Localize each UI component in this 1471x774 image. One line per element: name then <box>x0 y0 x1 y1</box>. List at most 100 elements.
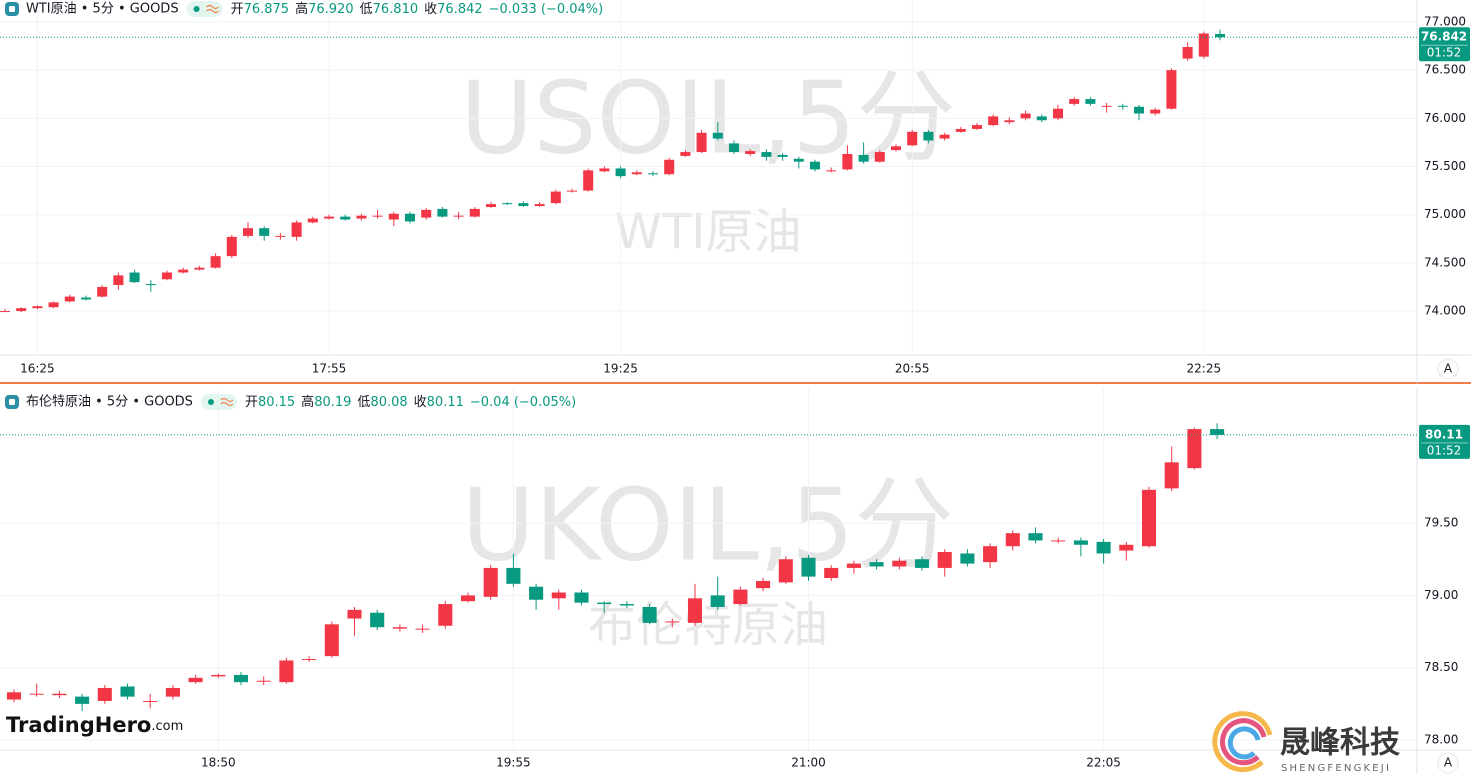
candle-body <box>874 152 885 162</box>
candle-body <box>210 256 221 268</box>
candle-body <box>161 272 173 280</box>
status-dot <box>193 6 200 12</box>
candle-body <box>211 674 226 677</box>
scale-button-label: A <box>1444 362 1453 376</box>
candle-body <box>1085 99 1096 104</box>
candle-body <box>0 311 11 313</box>
candle-body <box>619 604 634 606</box>
candle-body <box>599 168 610 172</box>
ohlc-legend: 开80.15 高80.19 低80.08 收80.11 −0.04 (−0.05%) <box>245 394 576 410</box>
candle-body <box>778 559 793 583</box>
candle-body <box>687 598 703 623</box>
candle-body <box>647 173 659 175</box>
candle-body <box>696 132 707 153</box>
candle-body <box>1052 108 1064 119</box>
candle-body <box>1182 47 1193 59</box>
ohlc-legend: 开76.875 高76.920 低76.810 收76.842 −0.033 (−0.0… <box>231 1 604 17</box>
logo-arc <box>1220 718 1267 766</box>
candle-body <box>1073 540 1088 545</box>
candle-body <box>710 595 725 607</box>
legend-label: 开 <box>245 395 258 410</box>
candle-body <box>777 154 788 157</box>
watermark-subtitle: WTI原油 <box>615 204 802 260</box>
candle-body <box>356 215 367 219</box>
y-tick-label: 76.000 <box>1424 111 1466 125</box>
status-wave <box>220 397 234 407</box>
candle-body <box>529 586 544 600</box>
x-tick-label: 22:25 <box>1187 362 1222 376</box>
candle-body <box>756 580 771 589</box>
scale-button[interactable] <box>1437 358 1459 380</box>
candle-body <box>75 696 90 704</box>
candle-body <box>404 213 416 222</box>
candle-body <box>80 297 92 300</box>
candle-body <box>826 170 837 172</box>
candle-body <box>809 161 821 170</box>
y-tick-label: 79.00 <box>1424 588 1458 602</box>
legend-value: 76.842 <box>437 2 483 17</box>
candle-body <box>453 215 464 217</box>
status-dot <box>207 399 214 405</box>
candle-body <box>988 116 999 126</box>
candle-body <box>259 228 270 236</box>
symbol-title: WTI原油 • 5分 • GOODS <box>26 2 179 17</box>
candle-body <box>842 153 853 170</box>
logo-arc <box>1227 726 1261 760</box>
candle-body <box>1150 109 1161 114</box>
candle-body <box>323 216 335 219</box>
x-tick-label: 16:25 <box>20 362 55 376</box>
candle-body <box>712 132 723 139</box>
candle-body <box>143 700 158 702</box>
y-tick-label: 75.500 <box>1424 159 1466 173</box>
candle-body <box>1164 462 1179 489</box>
candle-body <box>583 170 594 191</box>
candle-body <box>279 660 294 683</box>
candle-body <box>890 146 902 151</box>
y-tick-label: 74.500 <box>1424 255 1466 269</box>
price-badge-label: 80.11 <box>1425 427 1463 441</box>
candle-body <box>971 125 983 129</box>
candle-body <box>1069 99 1080 104</box>
candle-body <box>534 204 545 207</box>
candle-body <box>415 628 430 630</box>
legend-label: 低 <box>360 2 373 17</box>
scale-button[interactable] <box>1437 752 1459 774</box>
candle-body <box>680 152 691 156</box>
price-change: −0.033 (−0.04%) <box>489 2 604 17</box>
brand-name: TradingHero <box>6 713 151 737</box>
candle-body <box>566 190 578 192</box>
candle-body <box>32 306 43 309</box>
candle-body <box>728 143 740 153</box>
candle-body <box>597 602 612 605</box>
candle-body <box>1051 540 1066 542</box>
candle-body <box>194 267 205 270</box>
y-tick-label: 77.000 <box>1424 14 1466 28</box>
countdown: 01:52 <box>1427 443 1462 457</box>
candle-body <box>1036 116 1047 121</box>
legend-label: 开 <box>231 2 244 17</box>
candle-body <box>48 302 59 308</box>
scale-button-label: A <box>1444 756 1453 770</box>
status-wave <box>206 4 220 14</box>
candle-body <box>460 595 476 602</box>
price-change: −0.04 (−0.05%) <box>470 395 576 410</box>
symbol-icon-dot <box>9 6 15 12</box>
candle-body <box>960 553 975 564</box>
candle-body <box>52 693 67 696</box>
candle-body <box>1119 544 1134 551</box>
candle-body <box>129 272 140 283</box>
candle-body <box>485 204 497 207</box>
legend-label: 收 <box>424 2 437 17</box>
legend-label: 低 <box>357 395 370 410</box>
candle-body <box>1005 533 1020 547</box>
candle-body <box>642 606 657 623</box>
candle-body <box>324 624 339 657</box>
candle-body <box>1028 533 1043 541</box>
candle-body <box>178 269 189 273</box>
legend-value: 80.08 <box>370 395 407 410</box>
candle-body <box>824 567 839 579</box>
candle-body <box>858 154 869 162</box>
price-badge <box>1419 424 1470 459</box>
x-tick-label: 21:00 <box>791 756 826 770</box>
